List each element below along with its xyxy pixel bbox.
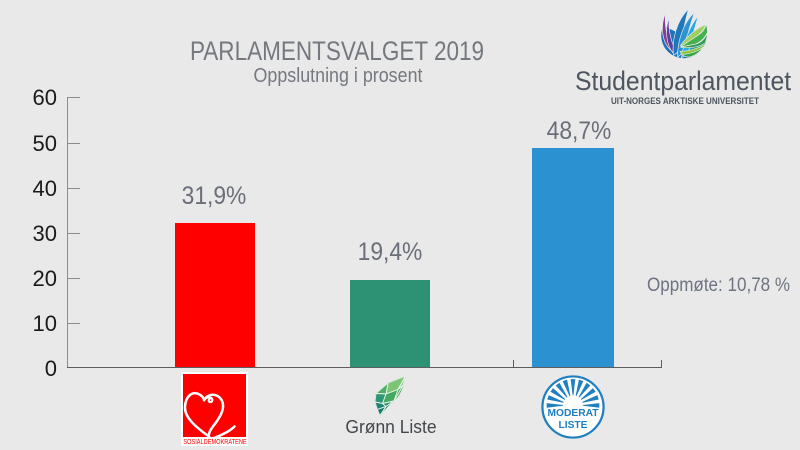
svg-text:LISTE: LISTE (559, 420, 588, 431)
svg-text:MODERAT: MODERAT (548, 408, 600, 419)
